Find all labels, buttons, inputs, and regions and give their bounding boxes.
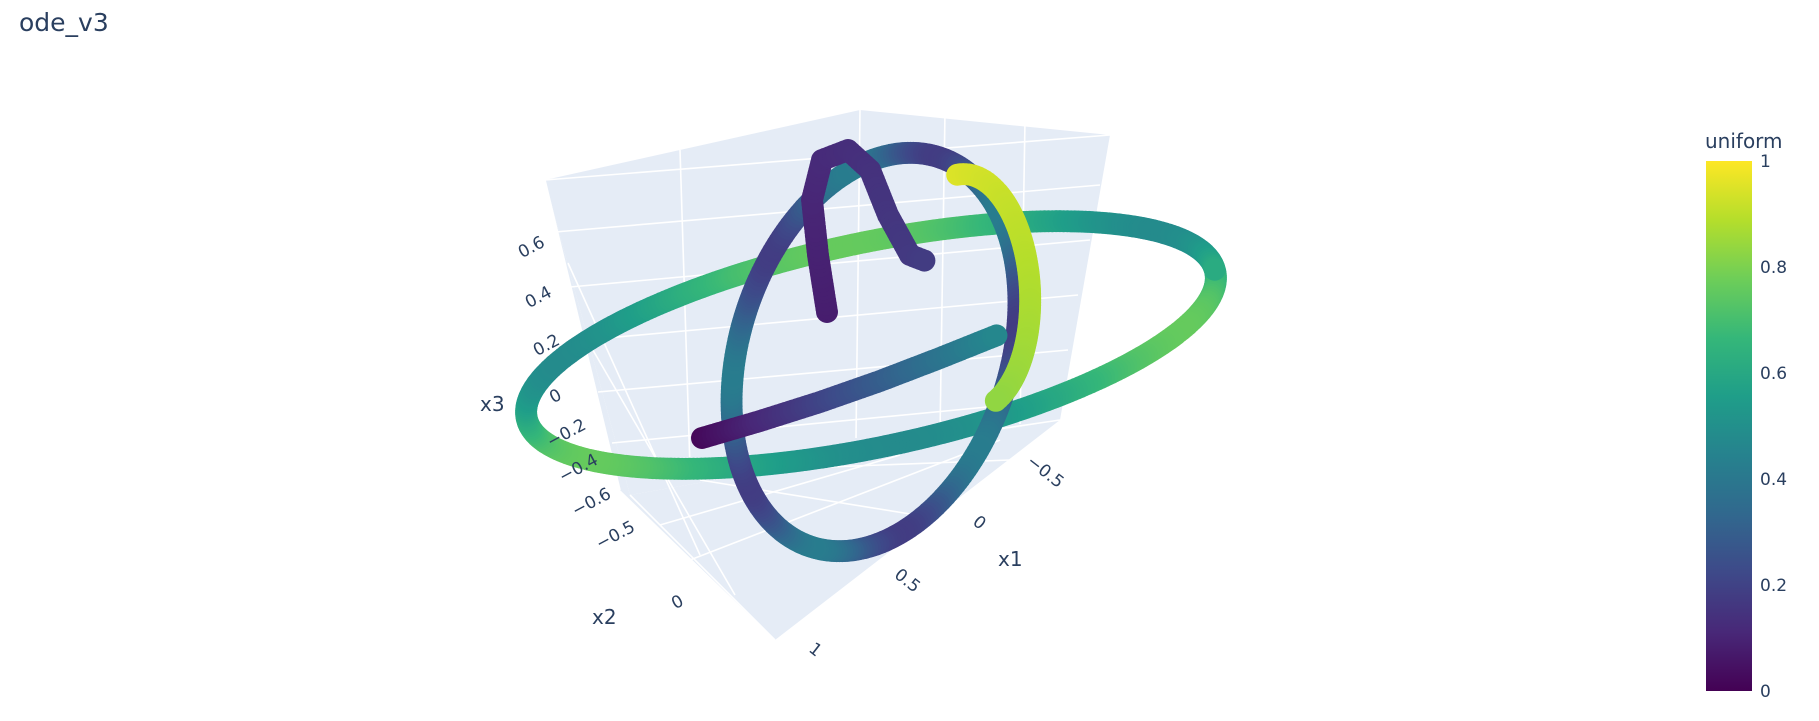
- x1-tick-label: −0.5: [1023, 451, 1068, 492]
- colorbar-tick-label: 0.2: [1760, 576, 1787, 596]
- gridline: [689, 439, 1001, 561]
- colorbar-tick-label: 0.6: [1760, 364, 1787, 384]
- gridline: [611, 399, 1061, 444]
- gridline: [567, 262, 701, 556]
- trajectory-markers[interactable]: [515, 139, 1227, 563]
- chart-title: ode_v3: [19, 8, 109, 37]
- x1-tick-label: 0.5: [890, 565, 924, 597]
- gridline: [679, 149, 691, 469]
- x1-axis-title: x1: [998, 547, 1023, 571]
- colorbar-tick-label: 0.4: [1760, 470, 1787, 490]
- horizontal-ring-marker: [1203, 258, 1226, 281]
- yellow-arc-marker: [984, 389, 1007, 412]
- diagonal-line-marker: [985, 324, 1008, 347]
- colorbar-title: uniform: [1705, 129, 1783, 153]
- colorbar-tick-label: 0.8: [1760, 258, 1787, 278]
- colorbar-tick-label: 1: [1760, 152, 1771, 172]
- x2-axis-title: x2: [592, 605, 617, 629]
- gridline: [629, 494, 776, 641]
- x3-tick-label: 0: [546, 385, 565, 408]
- x3-tick-label: 0.6: [515, 232, 548, 262]
- colorbar-tick-label: 0: [1760, 682, 1771, 702]
- x1-tick-label: 1: [805, 639, 826, 661]
- purple-hook-marker: [913, 249, 936, 272]
- gridline: [659, 454, 901, 526]
- x2-tick-label: 0: [668, 591, 687, 614]
- x3-tick-label: −0.6: [569, 484, 615, 521]
- gridline: [597, 349, 1069, 393]
- x3-axis-title: x3: [480, 392, 505, 416]
- x2-tick-label: −0.5: [593, 517, 639, 554]
- x3-tick-label: 0.4: [522, 282, 555, 312]
- colorbar: uniform 0 0.2 0.4 0.6 0.8 1: [1705, 129, 1787, 702]
- colorbar-tick-labels: 0 0.2 0.4 0.6 0.8 1: [1760, 152, 1787, 702]
- colorbar-gradient: [1706, 161, 1752, 691]
- x1-tick-label: 0: [969, 512, 990, 534]
